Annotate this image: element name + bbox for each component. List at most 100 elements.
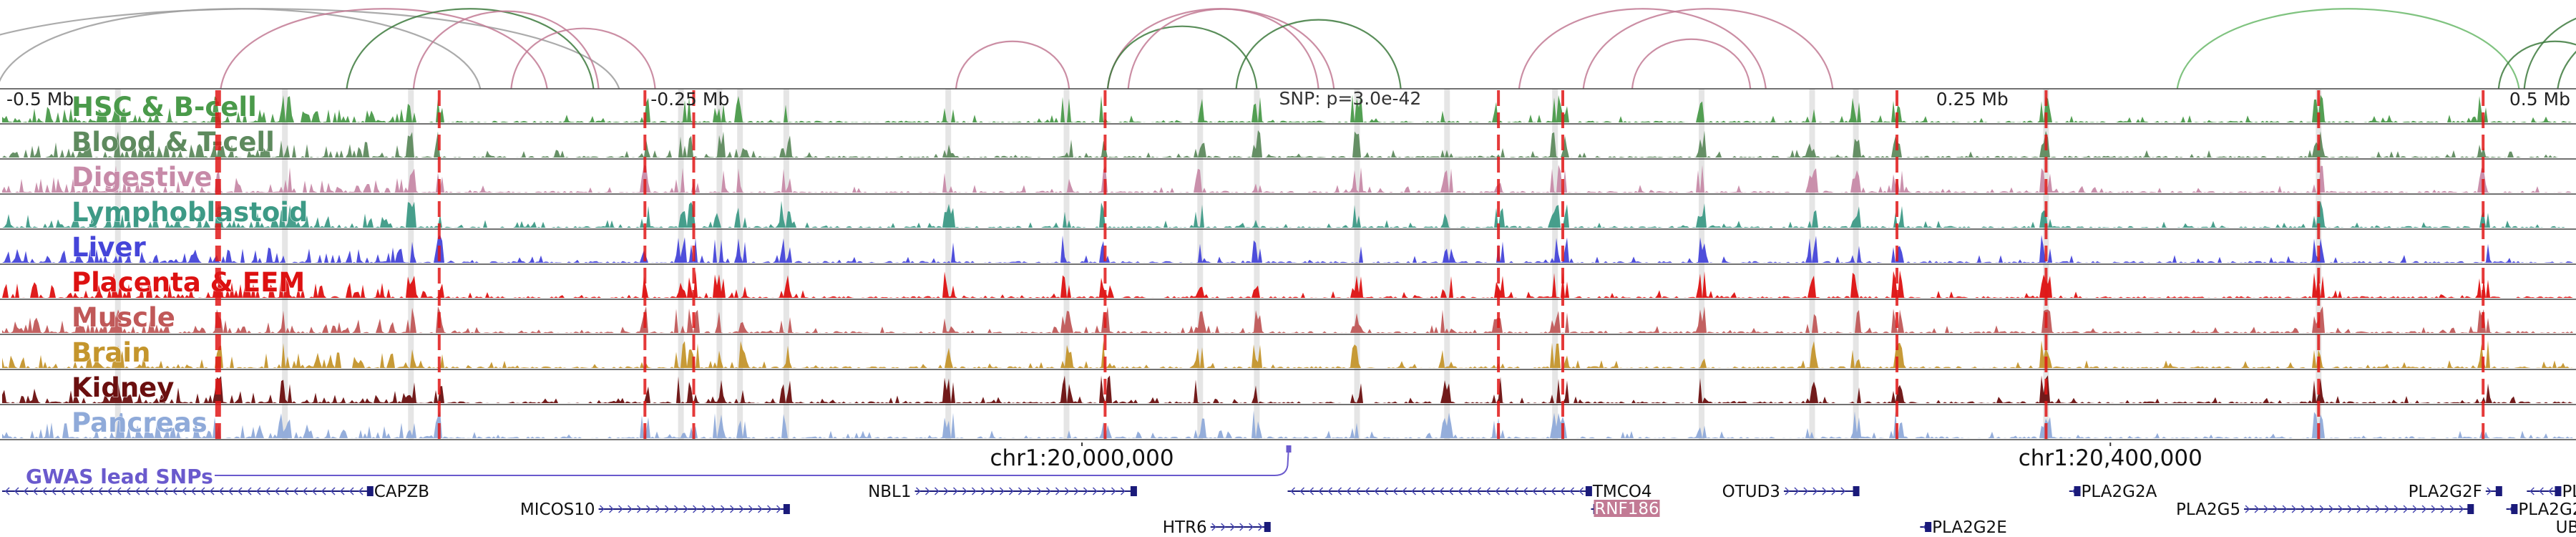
strand-arrow-icon bbox=[321, 487, 326, 495]
strand-arrow-icon bbox=[1101, 487, 1107, 495]
strand-arrow-icon bbox=[1551, 487, 1556, 495]
strand-arrow-icon bbox=[14, 487, 19, 495]
gene-pla2g2c: PLA2G2C bbox=[2527, 483, 2576, 501]
strand-arrow-icon bbox=[1073, 487, 1079, 495]
strand-arrow-icon bbox=[1822, 487, 1828, 495]
strand-arrow-icon bbox=[2347, 505, 2353, 513]
strand-arrow-icon bbox=[1840, 487, 1846, 495]
red-marker-layer bbox=[215, 90, 2485, 440]
strand-arrow-icon bbox=[1402, 487, 1407, 495]
strand-arrow-icon bbox=[200, 487, 205, 495]
strand-arrow-icon bbox=[1458, 487, 1463, 495]
strand-arrow-icon bbox=[915, 487, 921, 495]
strand-arrow-icon bbox=[339, 487, 345, 495]
track-signal bbox=[2, 235, 2573, 263]
strand-arrow-icon bbox=[990, 487, 995, 495]
strand-arrow-icon bbox=[1230, 523, 1235, 531]
snp-pvalue-label: SNP: p=3.0e-42 bbox=[1279, 88, 1422, 109]
track-label: Digestive bbox=[72, 162, 213, 193]
strand-arrow-icon bbox=[1831, 487, 1837, 495]
chromatin-loop-arc bbox=[1235, 19, 1402, 90]
track-label: Liver bbox=[72, 232, 146, 263]
strand-arrow-icon bbox=[1027, 487, 1033, 495]
track-liver: Liver bbox=[0, 232, 2576, 265]
strand-arrow-icon bbox=[1309, 487, 1314, 495]
strand-arrow-icon bbox=[1504, 487, 1510, 495]
chromatin-loop-arc bbox=[2176, 8, 2520, 90]
strand-arrow-icon bbox=[1813, 487, 1818, 495]
strand-arrow-icon bbox=[934, 487, 940, 495]
strand-arrow-icon bbox=[311, 487, 317, 495]
gene-exon bbox=[366, 486, 374, 496]
strand-arrow-icon bbox=[2338, 505, 2343, 513]
strand-arrow-icon bbox=[1018, 487, 1023, 495]
ruler-layer: -0.5 Mb -0.25 Mb 0.25 Mb 0.5 Mb SNP: p=3.0e-… bbox=[6, 88, 2570, 471]
strand-arrow-icon bbox=[97, 487, 103, 495]
strand-arrow-icon bbox=[4, 487, 10, 495]
gene-exon bbox=[1264, 522, 1271, 532]
gene-label: TMCO4 bbox=[1592, 483, 1652, 501]
strand-arrow-icon bbox=[2301, 505, 2306, 513]
strand-arrow-icon bbox=[618, 505, 623, 513]
strand-arrow-icon bbox=[2273, 505, 2278, 513]
track-signal bbox=[2, 165, 2573, 193]
track-brain: Brain bbox=[0, 337, 2576, 370]
strand-arrow-icon bbox=[600, 505, 605, 513]
track-pancreas: Pancreas bbox=[0, 407, 2576, 440]
strand-arrow-icon bbox=[980, 487, 986, 495]
strand-arrow-icon bbox=[628, 505, 633, 513]
strand-arrow-icon bbox=[758, 505, 763, 513]
strand-arrow-icon bbox=[943, 487, 949, 495]
track-label: Kidney bbox=[72, 372, 174, 403]
strand-arrow-icon bbox=[1569, 487, 1575, 495]
strand-arrow-icon bbox=[2375, 505, 2381, 513]
chromatin-loop-arc bbox=[1518, 8, 1767, 90]
gene-ubxn10: UBXN10 bbox=[2556, 518, 2576, 537]
strand-arrow-icon bbox=[51, 487, 57, 495]
coordinate-label: chr1:20,400,000 bbox=[2019, 445, 2202, 471]
strand-arrow-icon bbox=[1355, 487, 1361, 495]
gene-pla2g2d: PLA2G2D bbox=[2506, 500, 2576, 519]
strand-arrow-icon bbox=[69, 487, 75, 495]
strand-arrow-icon bbox=[711, 505, 716, 513]
strand-arrow-icon bbox=[1579, 487, 1584, 495]
track-signal bbox=[2, 340, 2573, 368]
strand-arrow-icon bbox=[1383, 487, 1389, 495]
strand-arrow-icon bbox=[609, 505, 614, 513]
strand-arrow-icon bbox=[1239, 523, 1244, 531]
chromatin-loop-arc bbox=[0, 8, 620, 90]
strand-arrow-icon bbox=[1318, 487, 1324, 495]
strand-arrow-icon bbox=[971, 487, 977, 495]
strand-arrow-icon bbox=[2459, 505, 2464, 513]
strand-arrow-icon bbox=[1211, 523, 1216, 531]
gene-label: PLA2G5 bbox=[2176, 500, 2240, 519]
gene-capzb: CAPZB bbox=[2, 483, 429, 501]
strand-arrow-icon bbox=[218, 487, 224, 495]
strand-arrow-icon bbox=[32, 487, 38, 495]
strand-arrow-icon bbox=[693, 505, 698, 513]
track-signal bbox=[2, 375, 2573, 403]
strand-arrow-icon bbox=[1430, 487, 1435, 495]
strand-arrow-icon bbox=[1036, 487, 1042, 495]
strand-arrow-icon bbox=[1374, 487, 1380, 495]
strand-arrow-icon bbox=[924, 487, 930, 495]
track-label: Pancreas bbox=[72, 407, 208, 438]
chromatin-loop-arc bbox=[1106, 25, 1258, 90]
gene-pla2g2f: PLA2G2F bbox=[2409, 483, 2502, 501]
strand-arrow-icon bbox=[1392, 487, 1398, 495]
strand-arrow-icon bbox=[107, 487, 112, 495]
gene-exon bbox=[2467, 504, 2474, 514]
strand-arrow-icon bbox=[748, 505, 753, 513]
strand-arrow-icon bbox=[79, 487, 84, 495]
strand-arrow-icon bbox=[153, 487, 159, 495]
track-placenta-eem: Placenta & EEM bbox=[0, 267, 2576, 300]
gene-label: HTR6 bbox=[1163, 518, 1207, 537]
strand-arrow-icon bbox=[1365, 487, 1370, 495]
gene-exon bbox=[783, 504, 790, 514]
strand-arrow-icon bbox=[348, 487, 354, 495]
gene-label: PLA2G2C bbox=[2562, 483, 2576, 501]
strand-arrow-icon bbox=[776, 505, 781, 513]
coordinate-label: chr1:20,000,000 bbox=[990, 445, 1174, 471]
strand-arrow-icon bbox=[2254, 505, 2260, 513]
